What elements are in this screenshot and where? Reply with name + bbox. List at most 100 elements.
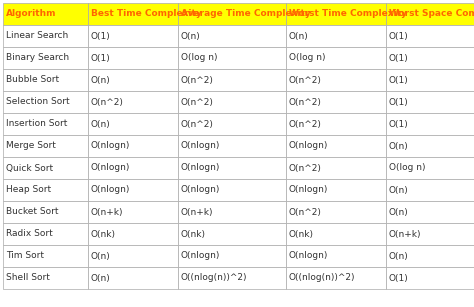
Bar [386, 223, 474, 245]
Text: O(1): O(1) [389, 53, 409, 63]
Text: O(1): O(1) [91, 53, 111, 63]
Bar [88, 267, 178, 289]
Bar [386, 113, 474, 135]
Bar [386, 179, 474, 201]
Bar [178, 179, 286, 201]
Bar [178, 47, 286, 69]
Text: O(nlogn): O(nlogn) [181, 185, 220, 195]
Bar [3, 223, 88, 245]
Text: O(nlogn): O(nlogn) [181, 142, 220, 150]
Text: O((nlog(n))^2): O((nlog(n))^2) [181, 274, 247, 282]
Bar [3, 245, 88, 267]
Text: Tim Sort: Tim Sort [6, 251, 44, 261]
Text: O(log n): O(log n) [389, 164, 426, 173]
Bar [286, 113, 386, 135]
Bar [3, 69, 88, 91]
Text: O(1): O(1) [389, 119, 409, 129]
Text: O(n): O(n) [91, 274, 111, 282]
Bar [88, 157, 178, 179]
Bar [3, 157, 88, 179]
Bar [286, 135, 386, 157]
Bar [3, 179, 88, 201]
Bar [3, 91, 88, 113]
Text: Worst Time Complexity: Worst Time Complexity [289, 10, 407, 18]
Bar [386, 3, 474, 25]
Bar [286, 179, 386, 201]
Bar [88, 135, 178, 157]
Text: O(n): O(n) [181, 32, 201, 41]
Text: O(n+k): O(n+k) [389, 230, 421, 239]
Text: Selection Sort: Selection Sort [6, 98, 70, 107]
Bar [178, 3, 286, 25]
Bar [178, 245, 286, 267]
Text: O(log n): O(log n) [289, 53, 326, 63]
Text: Worst Space Complexity: Worst Space Complexity [389, 10, 474, 18]
Bar [88, 69, 178, 91]
Bar [88, 47, 178, 69]
Bar [3, 135, 88, 157]
Text: O(n): O(n) [389, 142, 409, 150]
Text: O((nlog(n))^2): O((nlog(n))^2) [289, 274, 356, 282]
Text: O(nlogn): O(nlogn) [181, 164, 220, 173]
Text: Radix Sort: Radix Sort [6, 230, 53, 239]
Text: Quick Sort: Quick Sort [6, 164, 53, 173]
Bar [88, 179, 178, 201]
Bar [88, 91, 178, 113]
Text: O(n): O(n) [389, 185, 409, 195]
Bar [88, 245, 178, 267]
Text: O(n): O(n) [91, 119, 111, 129]
Bar [386, 47, 474, 69]
Bar [386, 69, 474, 91]
Text: O(nlogn): O(nlogn) [91, 185, 130, 195]
Text: Linear Search: Linear Search [6, 32, 68, 41]
Text: Bucket Sort: Bucket Sort [6, 208, 58, 216]
Bar [3, 201, 88, 223]
Text: O(1): O(1) [389, 76, 409, 84]
Text: O(n): O(n) [91, 251, 111, 261]
Text: O(1): O(1) [91, 32, 111, 41]
Bar [286, 91, 386, 113]
Bar [178, 69, 286, 91]
Text: O(n^2): O(n^2) [289, 164, 322, 173]
Text: Average Time Complexity: Average Time Complexity [181, 10, 311, 18]
Text: O(n^2): O(n^2) [289, 76, 322, 84]
Text: O(nlogn): O(nlogn) [91, 164, 130, 173]
Text: O(n): O(n) [289, 32, 309, 41]
Bar [286, 245, 386, 267]
Text: O(nlogn): O(nlogn) [181, 251, 220, 261]
Text: Bubble Sort: Bubble Sort [6, 76, 59, 84]
Text: Insertion Sort: Insertion Sort [6, 119, 67, 129]
Bar [286, 25, 386, 47]
Bar [178, 201, 286, 223]
Text: Algorithm: Algorithm [6, 10, 56, 18]
Text: O(n+k): O(n+k) [91, 208, 124, 216]
Text: Best Time Complexity: Best Time Complexity [91, 10, 202, 18]
Text: O(nk): O(nk) [289, 230, 314, 239]
Text: O(n^2): O(n^2) [181, 98, 214, 107]
Bar [386, 25, 474, 47]
Bar [386, 245, 474, 267]
Bar [88, 25, 178, 47]
Bar [386, 201, 474, 223]
Text: O(1): O(1) [389, 274, 409, 282]
Text: O(n+k): O(n+k) [181, 208, 213, 216]
Text: O(nlogn): O(nlogn) [289, 185, 328, 195]
Text: O(n): O(n) [389, 208, 409, 216]
Bar [3, 25, 88, 47]
Text: O(1): O(1) [389, 98, 409, 107]
Text: O(nlogn): O(nlogn) [289, 251, 328, 261]
Bar [178, 135, 286, 157]
Bar [178, 91, 286, 113]
Bar [178, 267, 286, 289]
Text: O(nk): O(nk) [181, 230, 206, 239]
Text: O(n^2): O(n^2) [289, 98, 322, 107]
Bar [286, 201, 386, 223]
Bar [386, 91, 474, 113]
Text: O(n^2): O(n^2) [289, 208, 322, 216]
Text: Heap Sort: Heap Sort [6, 185, 51, 195]
Bar [286, 47, 386, 69]
Bar [286, 223, 386, 245]
Bar [88, 201, 178, 223]
Text: Binary Search: Binary Search [6, 53, 69, 63]
Text: O(nlogn): O(nlogn) [289, 142, 328, 150]
